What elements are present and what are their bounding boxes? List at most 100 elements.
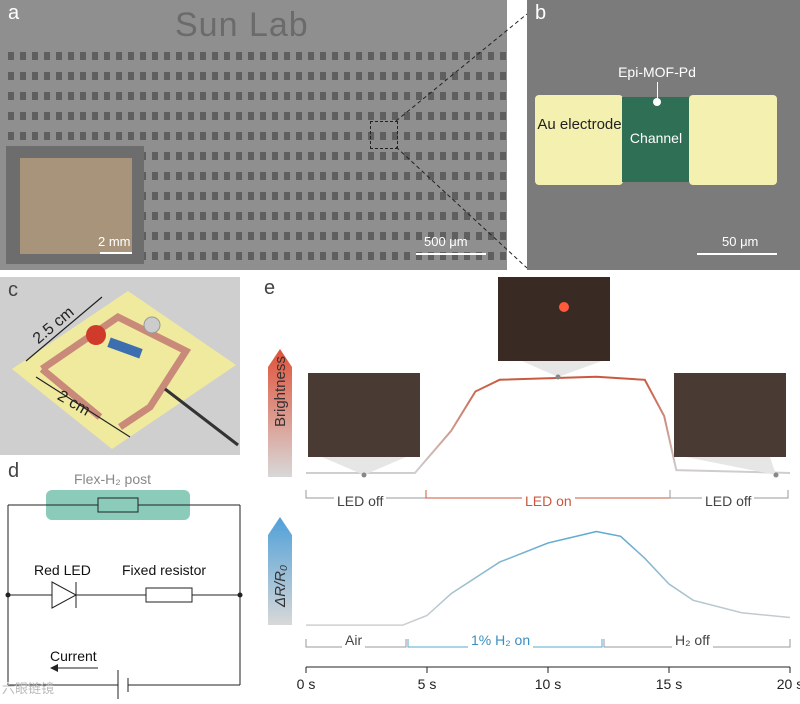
electrode-dot — [164, 252, 170, 260]
main-scale-bar — [416, 253, 486, 255]
electrode-dot — [212, 52, 218, 60]
electrode-dot — [464, 212, 470, 220]
electrode-dot — [260, 72, 266, 80]
electrode-dot — [464, 132, 470, 140]
electrode-dot — [500, 132, 506, 140]
electrode-dot — [452, 252, 458, 260]
electrode-dot — [176, 172, 182, 180]
zoom-box — [370, 121, 398, 149]
electrode-dot — [500, 92, 506, 100]
watermark: 六眼链镜 — [2, 681, 55, 696]
electrode-dot — [212, 172, 218, 180]
electrode-dot — [152, 132, 158, 140]
electrode-dot — [356, 252, 362, 260]
electrode-dot — [440, 52, 446, 60]
electrode-dot — [500, 112, 506, 120]
x-tick-label: 0 s — [297, 676, 316, 692]
electrode-dot — [380, 52, 386, 60]
electrode-dot — [164, 172, 170, 180]
electrode-dot — [200, 132, 206, 140]
electrode-dot — [356, 172, 362, 180]
electrode-dot — [200, 52, 206, 60]
electrode-dot — [68, 72, 74, 80]
electrode-dot — [92, 92, 98, 100]
electrode-dot — [308, 112, 314, 120]
electrode-dot — [320, 72, 326, 80]
electrode-dot — [152, 212, 158, 220]
electrode-dot — [176, 52, 182, 60]
electrode-dot — [80, 132, 86, 140]
electrode-dot — [284, 192, 290, 200]
electrode-dot — [260, 192, 266, 200]
electrode-dot — [296, 232, 302, 240]
electrode-dot — [296, 212, 302, 220]
electrode-dot — [140, 132, 146, 140]
electrode-dot — [380, 232, 386, 240]
electrode-dot — [416, 232, 422, 240]
electrode-dot — [176, 232, 182, 240]
inset-scale-bar — [100, 252, 132, 254]
electrode-dot — [260, 112, 266, 120]
electrode-dot — [272, 152, 278, 160]
electrode-dot — [428, 92, 434, 100]
electrode-dot — [416, 132, 422, 140]
electrode-dot — [296, 52, 302, 60]
electrode-dot — [104, 112, 110, 120]
electrode-dot — [392, 52, 398, 60]
electrode-dot — [440, 152, 446, 160]
electrode-dot — [368, 252, 374, 260]
electrode-dot — [236, 72, 242, 80]
electrode-dot — [200, 152, 206, 160]
panel-e-chart: e — [262, 277, 800, 699]
electrode-dot — [200, 252, 206, 260]
led-glow — [559, 302, 569, 312]
electrode-dot — [440, 72, 446, 80]
electrode-dot — [332, 172, 338, 180]
electrode-dot — [404, 192, 410, 200]
electrode-dot — [380, 252, 386, 260]
electrode-dot — [296, 252, 302, 260]
inset-scale-label: 2 mm — [98, 234, 131, 249]
electrode-dot — [236, 172, 242, 180]
electrode-dot — [344, 212, 350, 220]
electrode-dot — [344, 112, 350, 120]
electrode-dot — [188, 152, 194, 160]
electrode-dot — [260, 212, 266, 220]
electrode-dot — [476, 52, 482, 60]
electrode-dot — [452, 212, 458, 220]
electrode-dot — [272, 232, 278, 240]
electrode-dot — [392, 252, 398, 260]
electrode-dot — [416, 252, 422, 260]
electrode-dot — [344, 72, 350, 80]
electrode-dot — [368, 92, 374, 100]
electrode-dot — [404, 252, 410, 260]
electrode-dot — [224, 252, 230, 260]
electrode-dot — [416, 92, 422, 100]
electrode-dot — [80, 92, 86, 100]
electrode-dot — [188, 132, 194, 140]
electrode-dot — [488, 92, 494, 100]
electrode-dot — [200, 212, 206, 220]
led-off-left-label: LED off — [334, 493, 387, 509]
electrode-dot — [152, 232, 158, 240]
electrode-dot — [392, 172, 398, 180]
electrode-dot — [272, 212, 278, 220]
electrode-dot — [500, 172, 506, 180]
electrode-dot — [260, 152, 266, 160]
electrode-dot — [380, 132, 386, 140]
electrode-dot — [104, 92, 110, 100]
electrode-dot — [368, 132, 374, 140]
material-label: Epi-MOF-Pd — [618, 64, 696, 80]
electrode-dot — [248, 72, 254, 80]
electrode-dot — [116, 72, 122, 80]
electrode-dot — [164, 72, 170, 80]
electrode-dot — [392, 192, 398, 200]
callout-left — [322, 457, 406, 475]
electrode-dot — [452, 52, 458, 60]
electrode-dot — [272, 92, 278, 100]
electrode-dot — [116, 52, 122, 60]
electrode-dot — [296, 132, 302, 140]
electrode-dot — [416, 212, 422, 220]
electrode-dot — [368, 172, 374, 180]
electrode-dot — [56, 52, 62, 60]
